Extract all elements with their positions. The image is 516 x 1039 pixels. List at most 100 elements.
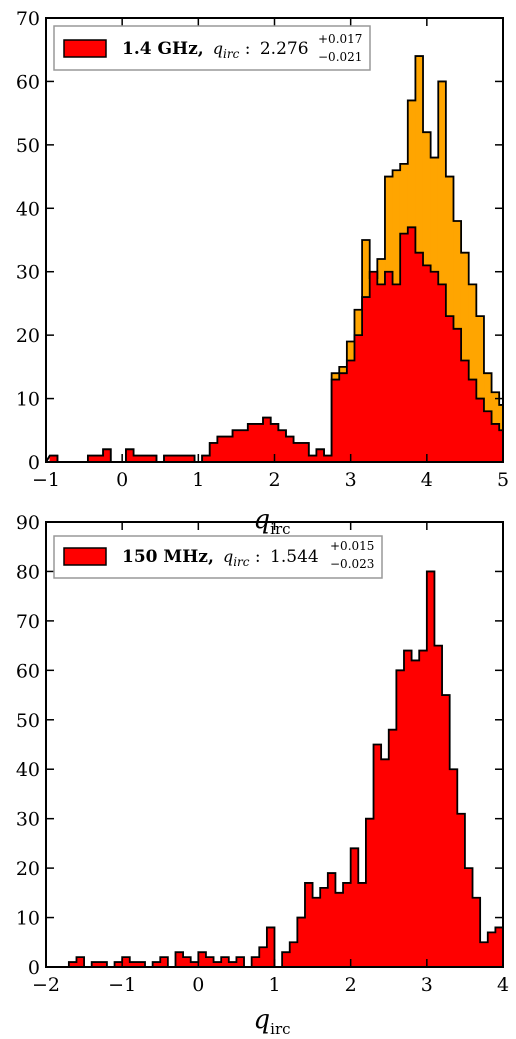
x-tick-label: 3: [345, 469, 357, 491]
x-tick-labels: −1 0 1 2 3 4 5: [32, 469, 509, 491]
bar-primary: [224, 436, 233, 463]
bar-primary: [354, 334, 363, 463]
bar-primary: [251, 956, 260, 968]
tick-marks: [45, 521, 504, 968]
legend-entry: 1.4 GHz, qirc : 2.276: [122, 39, 309, 61]
bar-primary: [357, 882, 367, 968]
bar-primary: [380, 759, 390, 968]
bar-primary: [369, 271, 378, 463]
legend: 150 MHz, qirc : 1.544 +0.015 −0.023: [53, 535, 383, 579]
bar-primary: [479, 941, 489, 968]
y-tick-label: 20: [16, 325, 40, 347]
bar-primary: [327, 872, 336, 968]
y-tick-label: 70: [16, 611, 40, 633]
y-tick-label: 30: [16, 809, 40, 831]
bar-primary: [209, 442, 218, 463]
bar-primary: [121, 956, 131, 968]
x-tick-label: 0: [116, 469, 128, 491]
bar-primary: [159, 956, 169, 968]
y-tick-label: 40: [16, 759, 40, 781]
y-tick-label: 30: [16, 262, 40, 284]
bar-primary: [266, 927, 275, 968]
histogram-bars-1.4ghz: [45, 55, 504, 463]
bar-primary: [456, 813, 466, 968]
bar-primary: [316, 449, 325, 463]
bar-primary: [373, 744, 382, 968]
bar-primary: [396, 670, 405, 968]
bar-primary: [319, 887, 329, 968]
histogram-panel-150mhz: −2 −1 0 1 2 3 4 0 10 20 30 40 50 60 70 80 90 qirc 150 M…: [16, 512, 509, 1038]
y-tick-label: 40: [16, 198, 40, 220]
bar-primary: [483, 410, 492, 463]
bar-primary: [293, 442, 302, 463]
x-tick-label: −1: [108, 974, 136, 996]
bar-primary: [392, 284, 401, 463]
legend-swatch-red: [63, 39, 107, 58]
histogram-outline: [46, 570, 503, 968]
histogram-bars-150mhz: [46, 570, 504, 968]
y-tick-labels: 0 10 20 30 40 50 60 70: [16, 8, 40, 474]
bar-primary: [445, 315, 454, 463]
bar-primary: [487, 932, 496, 968]
x-tick-label: −2: [32, 974, 60, 996]
bar-primary: [476, 398, 485, 463]
bar-primary: [285, 436, 294, 463]
x-tick-label: 4: [497, 974, 509, 996]
y-tick-label: 60: [16, 660, 40, 682]
legend-err-minus: −0.023: [330, 557, 374, 571]
bar-primary: [460, 360, 470, 463]
bar-primary: [335, 892, 344, 968]
x-tick-label: 5: [497, 469, 509, 491]
bar-primary: [331, 379, 340, 463]
bar-primary: [278, 429, 287, 463]
bar-primary: [426, 571, 435, 968]
bar-primary: [472, 897, 481, 968]
x-tick-label: 3: [421, 974, 433, 996]
y-tick-label: 60: [16, 71, 40, 93]
bar-primary: [418, 650, 428, 968]
bar-primary: [304, 882, 313, 968]
x-tick-label: 2: [268, 469, 280, 491]
x-axis-label: qirc: [253, 1005, 290, 1038]
bar-primary: [297, 917, 306, 968]
bar-primary: [182, 956, 192, 968]
bar-primary: [300, 442, 310, 463]
y-tick-label: 20: [16, 858, 40, 880]
x-tick-label: 0: [192, 974, 204, 996]
legend-err-plus: +0.015: [330, 539, 374, 553]
y-tick-label: 10: [16, 389, 40, 411]
bar-primary: [365, 818, 374, 968]
legend-entry: 150 MHz, qirc : 1.544: [122, 547, 319, 569]
bar-primary: [289, 941, 298, 968]
bar-primary: [350, 848, 359, 968]
bar-primary: [247, 423, 256, 463]
x-tick-label: 1: [268, 974, 280, 996]
bar-primary: [453, 328, 462, 463]
bar-primary: [434, 645, 443, 968]
bar-primary: [76, 956, 85, 968]
bar-primary: [312, 897, 321, 968]
y-tick-label: 10: [16, 908, 40, 930]
y-tick-label: 50: [16, 710, 40, 732]
bar-primary: [415, 252, 424, 463]
histogram-outline: [45, 226, 503, 463]
bar-primary: [346, 360, 355, 463]
bar-primary: [361, 296, 371, 463]
bar-primary: [205, 956, 214, 968]
bar-primary: [464, 867, 473, 968]
legend-err-plus: +0.017: [318, 32, 362, 46]
bar-primary: [281, 951, 291, 968]
bar-primary: [407, 227, 416, 463]
x-tick-labels: −2 −1 0 1 2 3 4: [32, 974, 509, 996]
bar-primary: [198, 951, 207, 968]
y-tick-labels: 0 10 20 30 40 50 60 70 80 90: [16, 512, 40, 979]
y-tick-label: 50: [16, 135, 40, 157]
bar-primary: [377, 284, 386, 463]
bar-primary: [441, 694, 450, 968]
bar-primary: [399, 233, 409, 463]
bar-primary: [175, 951, 184, 968]
bar-primary: [422, 265, 431, 463]
bar-primary: [411, 660, 420, 968]
x-tick-label: 1: [192, 469, 204, 491]
